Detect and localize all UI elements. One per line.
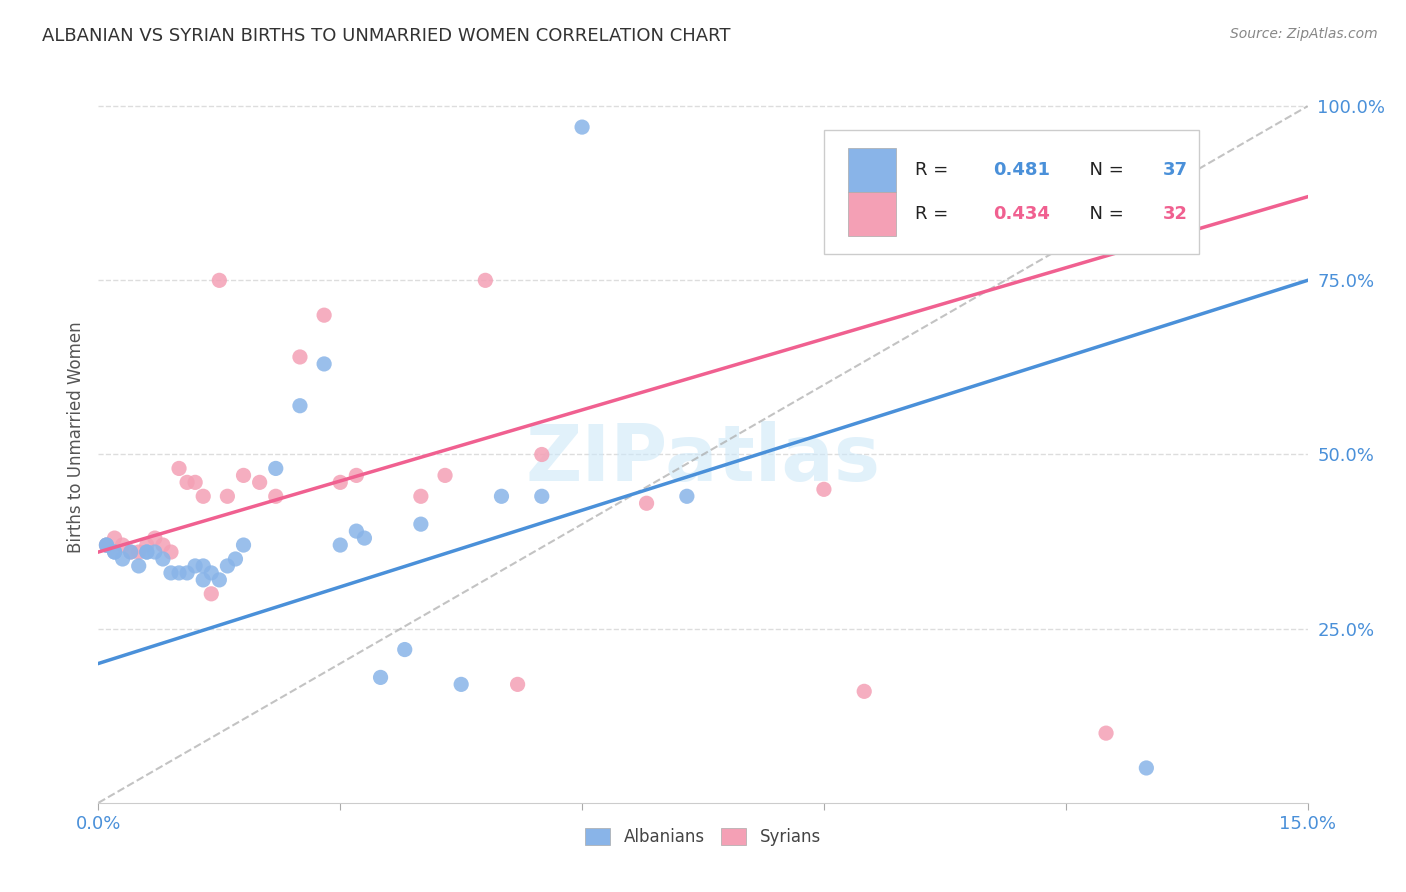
Point	[208, 573, 231, 587]
Point	[232, 538, 254, 552]
Point	[184, 558, 207, 573]
Point	[120, 545, 142, 559]
Point	[474, 273, 496, 287]
Point	[103, 545, 125, 559]
Point	[370, 670, 392, 684]
Point	[160, 545, 183, 559]
Point	[96, 538, 118, 552]
Point	[329, 538, 352, 552]
Point	[193, 558, 215, 573]
Point	[288, 399, 311, 413]
Point	[353, 531, 375, 545]
Point	[103, 545, 125, 559]
Point	[96, 538, 118, 552]
Point	[111, 552, 134, 566]
Point	[96, 538, 118, 552]
Text: 32: 32	[1163, 205, 1188, 223]
Text: ALBANIAN VS SYRIAN BIRTHS TO UNMARRIED WOMEN CORRELATION CHART: ALBANIAN VS SYRIAN BIRTHS TO UNMARRIED W…	[42, 27, 731, 45]
Y-axis label: Births to Unmarried Women: Births to Unmarried Women	[66, 321, 84, 553]
Point	[193, 489, 215, 503]
Point	[409, 489, 432, 503]
Legend: Albanians, Syrians: Albanians, Syrians	[578, 822, 828, 853]
Text: Source: ZipAtlas.com: Source: ZipAtlas.com	[1230, 27, 1378, 41]
Point	[103, 531, 125, 545]
Point	[853, 684, 876, 698]
Point	[813, 483, 835, 497]
Point	[264, 489, 287, 503]
Point	[636, 496, 658, 510]
Text: ZIPatlas: ZIPatlas	[526, 421, 880, 497]
Point	[571, 120, 593, 134]
Point	[329, 475, 352, 490]
Point	[128, 558, 150, 573]
Point	[409, 517, 432, 532]
Point	[491, 489, 513, 503]
Point	[264, 461, 287, 475]
Text: R =: R =	[915, 205, 953, 223]
Point	[152, 538, 174, 552]
Point	[176, 475, 198, 490]
FancyBboxPatch shape	[848, 148, 897, 192]
Point	[135, 545, 157, 559]
Point	[434, 468, 457, 483]
Point	[111, 538, 134, 552]
Point	[232, 468, 254, 483]
Point	[530, 448, 553, 462]
Point	[176, 566, 198, 580]
Point	[167, 566, 190, 580]
Point	[128, 545, 150, 559]
Point	[143, 545, 166, 559]
Point	[135, 538, 157, 552]
Point	[143, 531, 166, 545]
Point	[1135, 761, 1157, 775]
Point	[167, 461, 190, 475]
Point	[676, 489, 699, 503]
Point	[288, 350, 311, 364]
Point	[249, 475, 271, 490]
Point	[120, 545, 142, 559]
Point	[193, 573, 215, 587]
Point	[506, 677, 529, 691]
Point	[314, 308, 336, 322]
Point	[394, 642, 416, 657]
FancyBboxPatch shape	[824, 130, 1199, 254]
FancyBboxPatch shape	[848, 192, 897, 235]
Point	[200, 566, 222, 580]
Text: 37: 37	[1163, 161, 1188, 179]
Text: 0.481: 0.481	[993, 161, 1050, 179]
Point	[530, 489, 553, 503]
Point	[314, 357, 336, 371]
Point	[344, 468, 367, 483]
Point	[217, 489, 239, 503]
Text: N =: N =	[1078, 161, 1129, 179]
Text: 0.434: 0.434	[993, 205, 1050, 223]
Point	[152, 552, 174, 566]
Point	[344, 524, 367, 538]
Point	[217, 558, 239, 573]
Point	[200, 587, 222, 601]
Point	[224, 552, 246, 566]
Point	[450, 677, 472, 691]
Point	[1095, 726, 1118, 740]
Text: N =: N =	[1078, 205, 1129, 223]
Text: R =: R =	[915, 161, 953, 179]
Point	[160, 566, 183, 580]
Point	[184, 475, 207, 490]
Point	[135, 545, 157, 559]
Point	[208, 273, 231, 287]
